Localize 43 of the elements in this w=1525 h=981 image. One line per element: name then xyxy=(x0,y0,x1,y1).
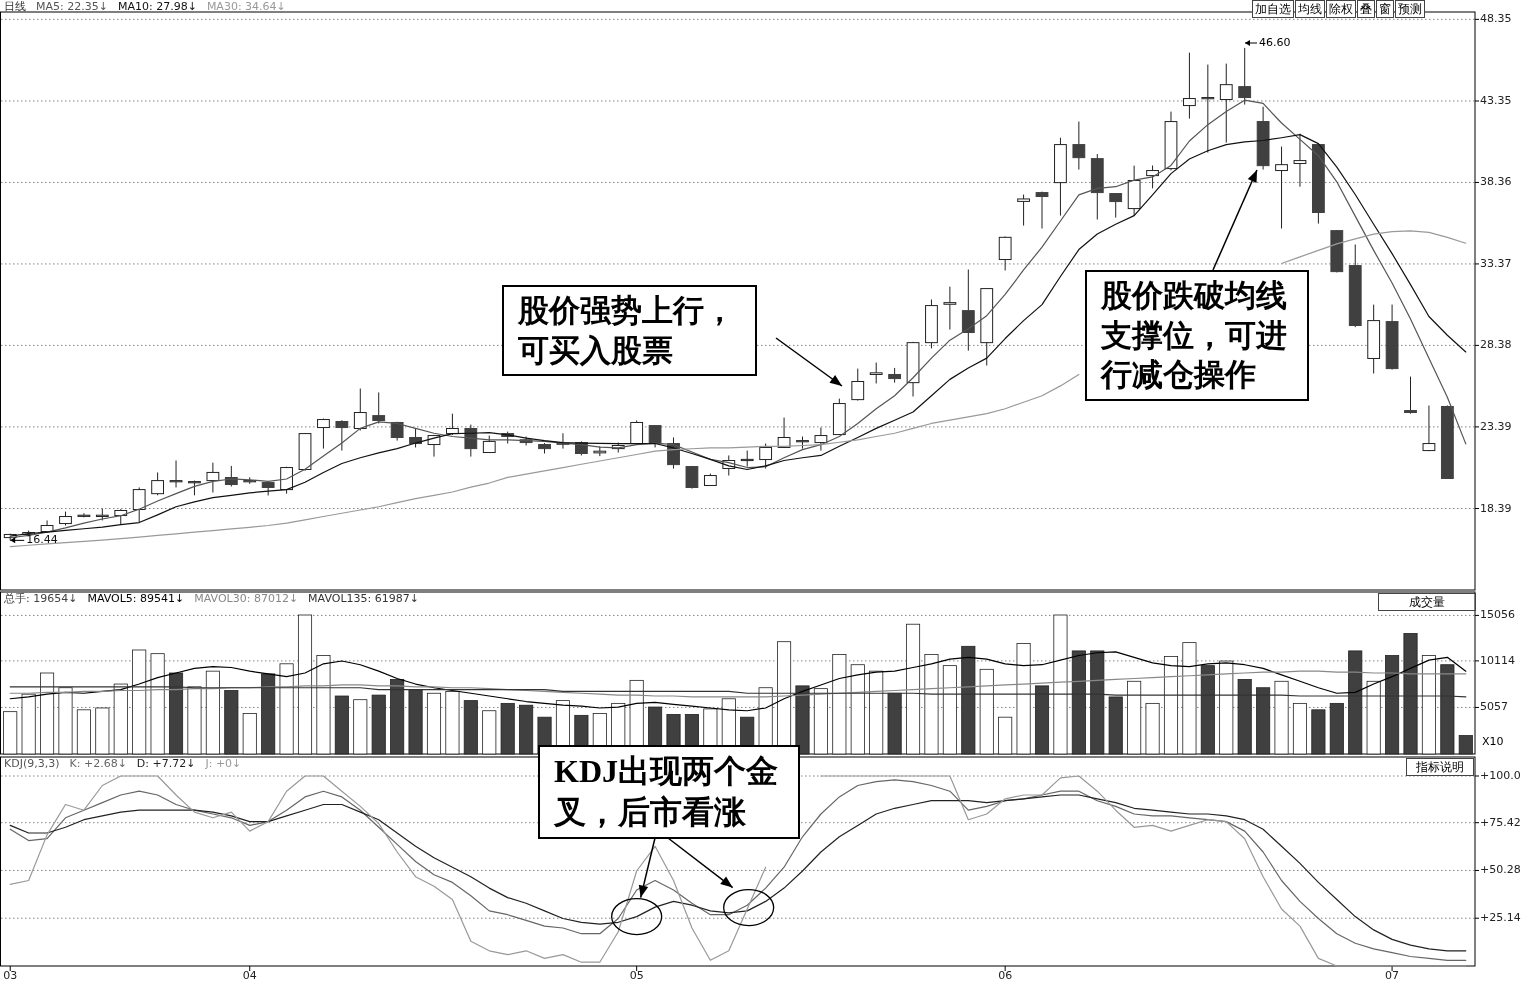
text: MA10: 27.98↓ xyxy=(117,0,197,13)
annotation: 除权 xyxy=(1326,0,1356,18)
text: J: +0↓ xyxy=(204,757,242,770)
annotation: 均线 xyxy=(1295,0,1325,18)
text: D: +7.72↓ xyxy=(136,757,196,770)
annotation: 叠 xyxy=(1357,0,1375,18)
text: 总手: 19654↓ xyxy=(3,592,78,605)
y-tick-label: 48.35 xyxy=(1480,12,1512,26)
x-tick-label: 06 xyxy=(998,969,1013,981)
x-tick-label: 05 xyxy=(629,969,644,981)
annotation: 股价强势上行，可买入股票 xyxy=(502,285,758,377)
y-tick-label: 5057 xyxy=(1480,700,1508,714)
y-tick-label: 43.35 xyxy=(1480,93,1512,107)
annotation: KDJ出现两个金叉，后市看涨 xyxy=(538,745,801,839)
y-tick-label: 28.38 xyxy=(1480,338,1512,352)
y-tick-label: +25.14 xyxy=(1480,911,1521,925)
y-tick-label: +75.42 xyxy=(1480,815,1521,829)
text: MAVOL5: 89541↓ xyxy=(87,592,185,605)
y-tick-label: 33.37 xyxy=(1480,256,1512,270)
y-tick-label: 38.36 xyxy=(1480,175,1512,189)
text: X10 xyxy=(1481,735,1505,748)
y-tick-label: 10114 xyxy=(1480,653,1515,667)
text: MA5: 22.35↓ xyxy=(36,0,108,13)
x-tick-label: 04 xyxy=(242,969,257,981)
annotation: 16.44 xyxy=(26,533,58,547)
text: K: +2.68↓ xyxy=(69,757,127,770)
y-tick-label: +50.28 xyxy=(1480,863,1521,877)
annotation: 预测 xyxy=(1395,0,1425,18)
text: MAVOL30: 87012↓ xyxy=(194,592,299,605)
annotation: 窗 xyxy=(1376,0,1394,18)
x-tick-label: 03 xyxy=(3,969,18,981)
text: MA30: 34.64↓ xyxy=(206,0,286,13)
y-tick-label: 15056 xyxy=(1480,608,1515,622)
y-tick-label: 23.39 xyxy=(1480,419,1512,433)
text: MAVOL135: 61987↓ xyxy=(308,592,419,605)
annotation: 46.60 xyxy=(1259,36,1291,49)
annotation: 股价跌破均线支撑位，可进行减仓操作 xyxy=(1085,270,1310,402)
y-tick-label: 18.39 xyxy=(1480,501,1512,515)
legend-title: KDJ(9,3,3) xyxy=(4,757,60,770)
annotation: 加自选 xyxy=(1252,0,1294,18)
y-tick-label: +100.0 xyxy=(1480,769,1521,782)
chart-title: 日线 xyxy=(4,0,26,13)
x-tick-label: 07 xyxy=(1385,969,1400,981)
